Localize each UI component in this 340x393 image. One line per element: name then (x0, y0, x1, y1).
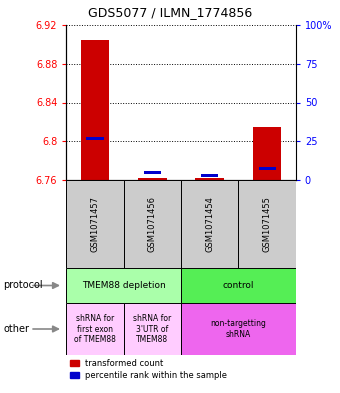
Text: protocol: protocol (3, 281, 43, 290)
Text: TMEM88 depletion: TMEM88 depletion (82, 281, 166, 290)
Text: non-targetting
shRNA: non-targetting shRNA (210, 319, 266, 339)
Bar (144, 171, 161, 174)
Bar (81, 40, 109, 180)
Bar (181, 303, 296, 355)
Text: GDS5077 / ILMN_1774856: GDS5077 / ILMN_1774856 (88, 6, 252, 19)
Bar (195, 178, 224, 180)
Bar (66, 268, 181, 303)
Bar (253, 127, 282, 180)
Bar (258, 167, 276, 170)
Bar (181, 180, 238, 268)
Text: shRNA for
3'UTR of
TMEM88: shRNA for 3'UTR of TMEM88 (133, 314, 171, 344)
Text: GSM1071457: GSM1071457 (90, 196, 100, 252)
Text: shRNA for
first exon
of TMEM88: shRNA for first exon of TMEM88 (74, 314, 116, 344)
Bar (201, 174, 218, 176)
Bar (181, 268, 296, 303)
Bar (66, 180, 124, 268)
Text: GSM1071456: GSM1071456 (148, 196, 157, 252)
Legend: transformed count, percentile rank within the sample: transformed count, percentile rank withi… (70, 359, 227, 380)
Text: GSM1071455: GSM1071455 (262, 196, 272, 252)
Bar (124, 180, 181, 268)
Text: other: other (3, 324, 29, 334)
Bar (66, 303, 124, 355)
Text: GSM1071454: GSM1071454 (205, 196, 214, 252)
Bar (238, 180, 296, 268)
Text: control: control (223, 281, 254, 290)
Bar (86, 137, 104, 140)
Bar (124, 303, 181, 355)
Bar (138, 178, 167, 180)
